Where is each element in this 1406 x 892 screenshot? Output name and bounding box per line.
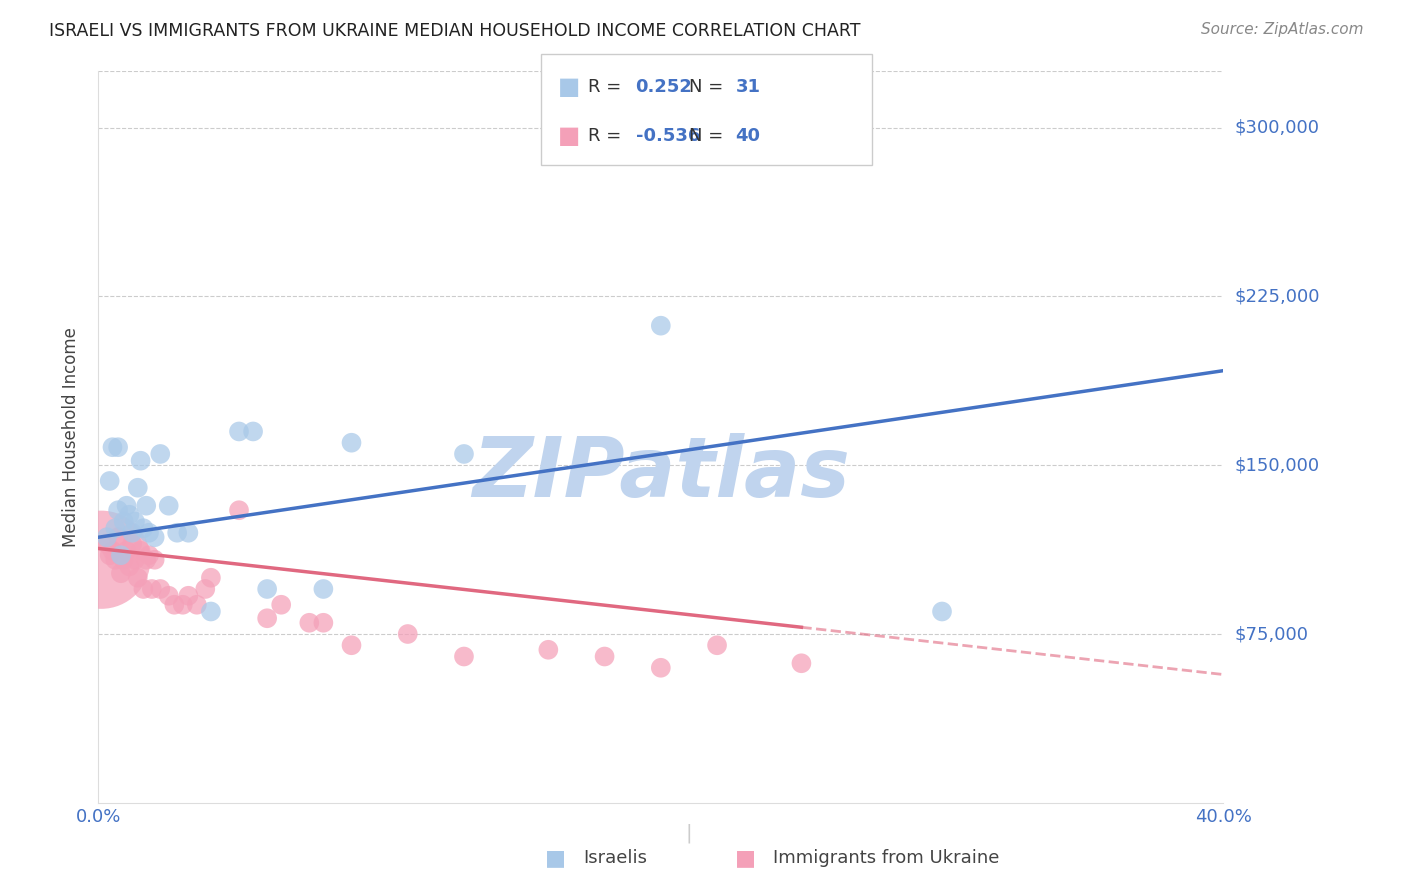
Text: ■: ■	[558, 125, 581, 148]
Point	[931, 605, 953, 619]
Text: R =: R =	[588, 78, 621, 95]
Point	[228, 425, 250, 439]
Text: 0.252: 0.252	[636, 78, 692, 95]
Point	[790, 657, 813, 671]
Point	[242, 425, 264, 439]
Point	[166, 525, 188, 540]
Text: ZIPatlas: ZIPatlas	[472, 434, 849, 514]
Point	[129, 543, 152, 558]
Point	[110, 548, 132, 562]
Point	[135, 499, 157, 513]
Point	[396, 627, 419, 641]
Point	[149, 447, 172, 461]
Point	[135, 553, 157, 567]
Point	[157, 589, 180, 603]
Point	[124, 553, 146, 567]
Point	[256, 582, 278, 596]
Point	[157, 499, 180, 513]
Point	[90, 553, 112, 567]
Point	[650, 318, 672, 333]
Point	[593, 649, 616, 664]
Point	[107, 440, 129, 454]
Y-axis label: Median Household Income: Median Household Income	[62, 327, 80, 547]
Point	[177, 525, 200, 540]
Point	[312, 582, 335, 596]
Point	[101, 543, 124, 558]
Text: 40: 40	[735, 128, 761, 145]
Point	[200, 571, 222, 585]
Point	[650, 661, 672, 675]
Text: $150,000: $150,000	[1234, 456, 1320, 475]
Point	[104, 553, 127, 567]
Point	[98, 474, 121, 488]
Point	[194, 582, 217, 596]
Text: ■: ■	[558, 75, 581, 98]
Point	[177, 589, 200, 603]
Point	[141, 582, 163, 596]
Point	[112, 515, 135, 529]
Point	[121, 537, 143, 551]
Point	[101, 440, 124, 454]
Text: N =: N =	[689, 78, 723, 95]
Point	[132, 521, 155, 535]
Point	[298, 615, 321, 630]
Text: R =: R =	[588, 128, 621, 145]
Point	[129, 453, 152, 467]
Point	[172, 598, 194, 612]
Text: $300,000: $300,000	[1234, 119, 1319, 136]
Point	[340, 435, 363, 450]
Text: ■: ■	[546, 848, 565, 868]
Text: $225,000: $225,000	[1234, 287, 1320, 305]
Point	[127, 481, 149, 495]
Point	[124, 515, 146, 529]
Text: -0.536: -0.536	[636, 128, 700, 145]
Point	[453, 649, 475, 664]
Point	[132, 582, 155, 596]
Point	[96, 530, 118, 544]
Point	[312, 615, 335, 630]
Point	[186, 598, 208, 612]
Point	[256, 611, 278, 625]
Text: 31: 31	[735, 78, 761, 95]
Point	[118, 508, 141, 522]
Point	[138, 525, 160, 540]
Point	[107, 530, 129, 544]
Point	[149, 582, 172, 596]
Text: Source: ZipAtlas.com: Source: ZipAtlas.com	[1201, 22, 1364, 37]
Text: $75,000: $75,000	[1234, 625, 1309, 643]
Point	[98, 548, 121, 562]
Point	[121, 525, 143, 540]
Point	[112, 553, 135, 567]
Point	[143, 553, 166, 567]
Point	[340, 638, 363, 652]
Point	[228, 503, 250, 517]
Point	[118, 559, 141, 574]
Text: ISRAELI VS IMMIGRANTS FROM UKRAINE MEDIAN HOUSEHOLD INCOME CORRELATION CHART: ISRAELI VS IMMIGRANTS FROM UKRAINE MEDIA…	[49, 22, 860, 40]
Point	[115, 499, 138, 513]
Point	[453, 447, 475, 461]
Text: Israelis: Israelis	[583, 849, 648, 867]
Point	[110, 566, 132, 581]
Text: N =: N =	[689, 128, 723, 145]
Point	[163, 598, 186, 612]
Point	[104, 521, 127, 535]
Point	[706, 638, 728, 652]
Text: Immigrants from Ukraine: Immigrants from Ukraine	[773, 849, 1000, 867]
Point	[200, 605, 222, 619]
Point	[107, 503, 129, 517]
Point	[96, 537, 118, 551]
Point	[270, 598, 292, 612]
Point	[138, 548, 160, 562]
Point	[537, 642, 560, 657]
Point	[143, 530, 166, 544]
Text: ■: ■	[735, 848, 755, 868]
Point	[127, 571, 149, 585]
Point	[115, 543, 138, 558]
Text: |: |	[686, 823, 692, 843]
